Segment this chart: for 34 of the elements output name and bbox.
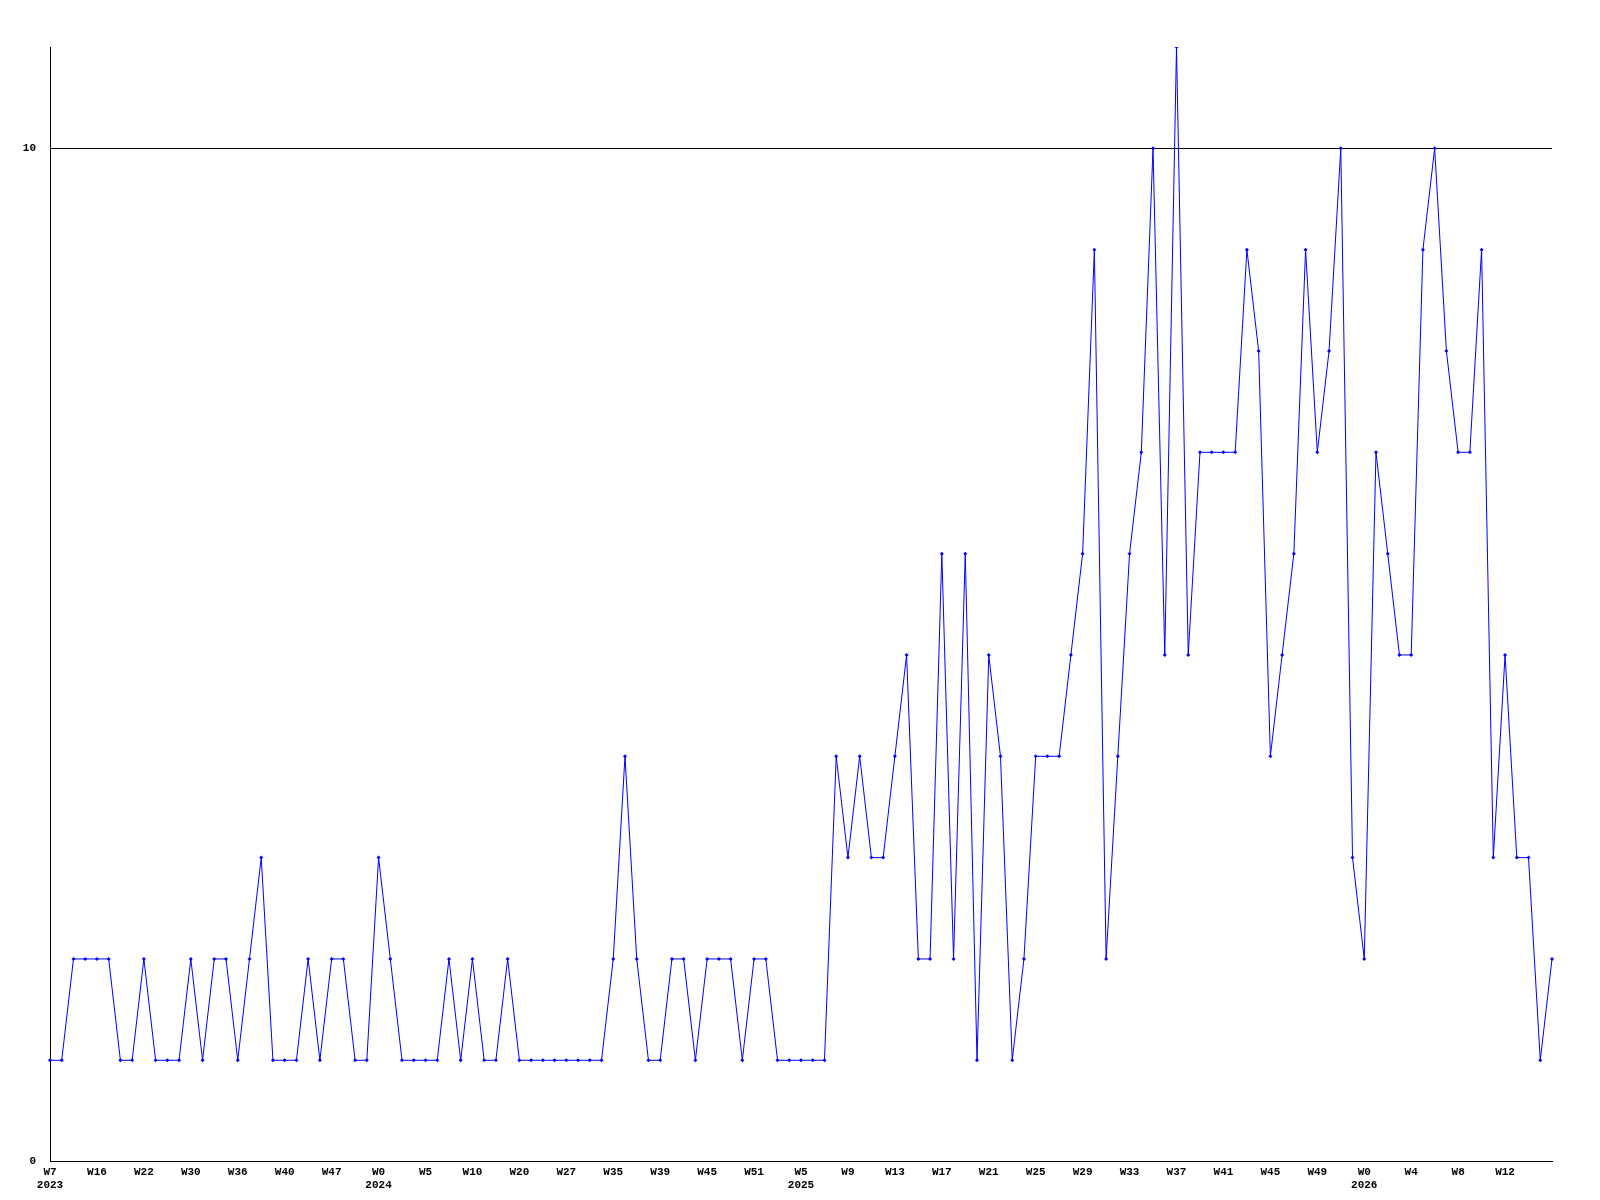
x-tick-label: W37 <box>1166 1165 1187 1178</box>
y-tick-label: 0 <box>29 1155 36 1168</box>
x-tick-label: W4 <box>1404 1165 1419 1178</box>
x-tick-label: W0 2024 <box>365 1165 393 1192</box>
x-tick-label: W20 <box>509 1165 530 1178</box>
x-tick-label: W51 <box>744 1165 765 1178</box>
x-tick-label: W30 <box>180 1165 201 1178</box>
x-tick-label: W41 <box>1213 1165 1234 1178</box>
x-tick-label: W13 <box>884 1165 906 1178</box>
x-tick-label: W35 <box>603 1165 624 1178</box>
x-tick-label: W36 <box>227 1165 248 1178</box>
x-tick-label: W12 <box>1495 1165 1515 1178</box>
x-tick-label: W9 <box>841 1165 855 1178</box>
x-tick-label: W45 <box>1260 1165 1281 1178</box>
x-tick-label: W33 <box>1119 1165 1140 1178</box>
y-tick-label: 10 <box>22 142 36 155</box>
x-tick-label: W45 <box>697 1165 718 1178</box>
x-tick-label: W17 <box>931 1165 952 1178</box>
x-tick-label: W0 2026 <box>1351 1165 1378 1192</box>
x-tick-label: W22 <box>133 1165 154 1178</box>
x-tick-label: W25 <box>1025 1165 1046 1178</box>
x-tick-label: W16 <box>87 1165 107 1178</box>
x-tick-label: W21 <box>978 1165 1000 1178</box>
x-tick-label: W49 <box>1307 1165 1328 1178</box>
x-tick-label: W39 <box>650 1165 671 1178</box>
x-tick-label: W10 <box>462 1165 483 1178</box>
x-tick-label: W5 <box>418 1165 433 1178</box>
x-tick-label: W7 2023 <box>36 1165 64 1192</box>
x-tick-label: W27 <box>556 1165 577 1178</box>
x-tick-label: W5 2025 <box>787 1165 815 1192</box>
x-tick-label: W47 <box>321 1165 342 1178</box>
x-tick-label: W29 <box>1072 1165 1093 1178</box>
x-tick-label: W40 <box>274 1165 295 1178</box>
x-tick-label: W8 <box>1451 1165 1466 1178</box>
